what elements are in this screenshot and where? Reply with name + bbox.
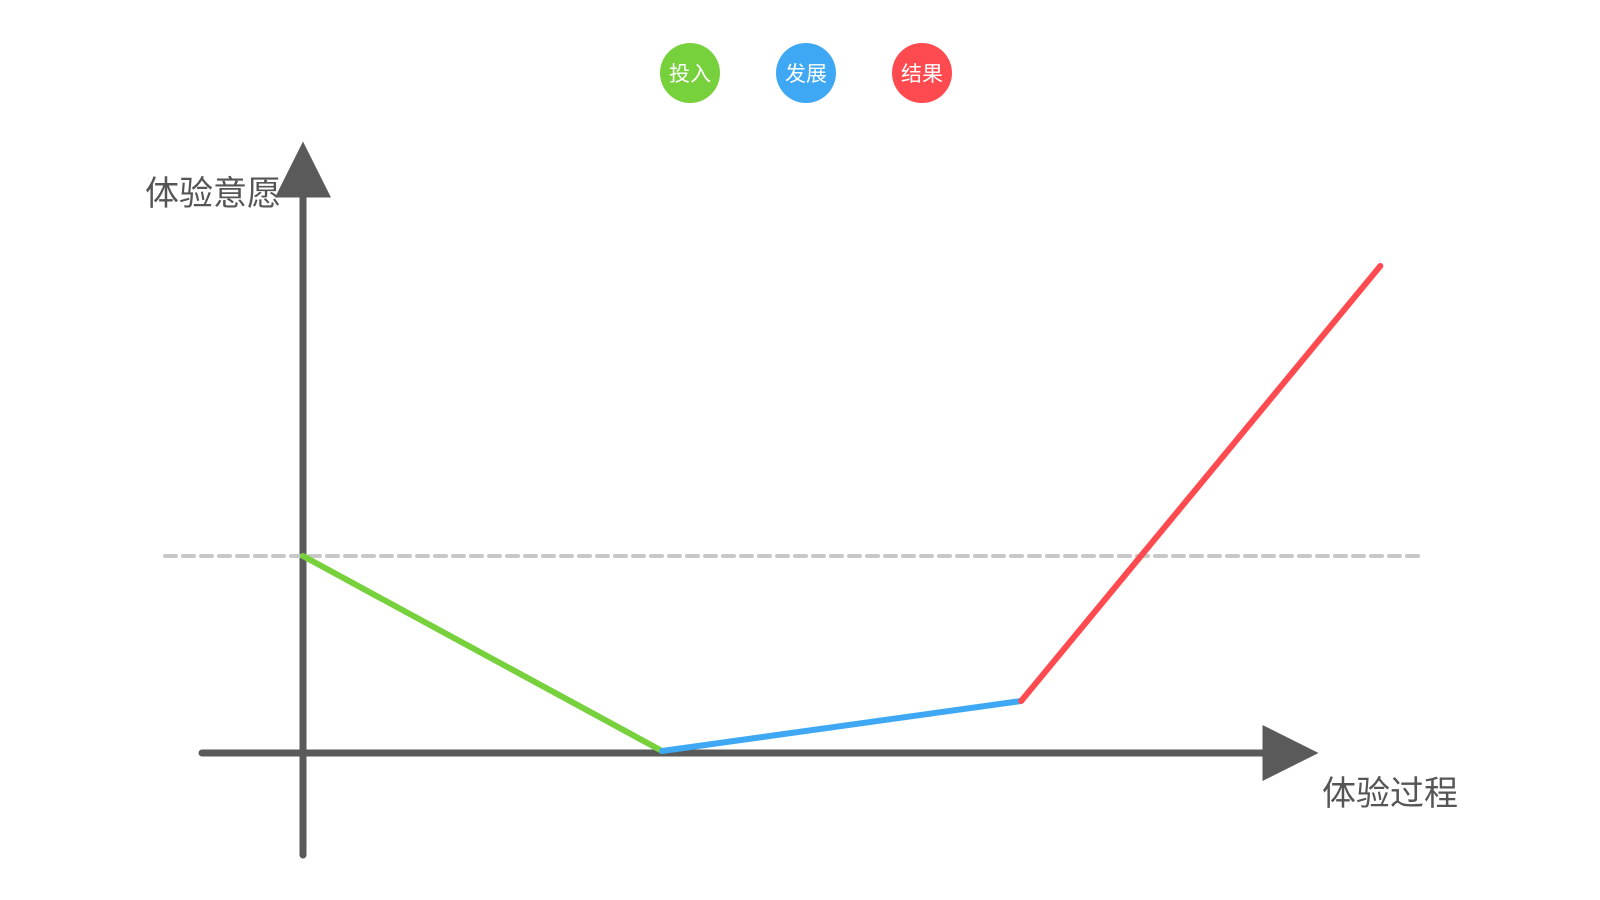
legend-marker-result: [892, 43, 952, 103]
legend-marker-development: [776, 43, 836, 103]
series-lines: [300, 263, 1384, 754]
x-axis-label: 体验过程: [1322, 774, 1458, 814]
series-line-result: [1018, 263, 1384, 704]
legend-item-result: 结果: [892, 43, 952, 103]
legend-item-input: 投入: [660, 43, 720, 103]
legend-marker-input: [660, 43, 720, 103]
legend-item-development: 发展: [776, 43, 836, 103]
legend-label-input: 投入: [669, 62, 711, 86]
legend-label-result: 结果: [901, 62, 943, 86]
series-line-input: [300, 553, 666, 754]
y-axis-label: 体验意愿: [145, 174, 281, 214]
legend-label-development: 发展: [785, 62, 827, 86]
legend: 投入 发展 结果: [660, 43, 952, 103]
series-line-development: [659, 698, 1025, 754]
